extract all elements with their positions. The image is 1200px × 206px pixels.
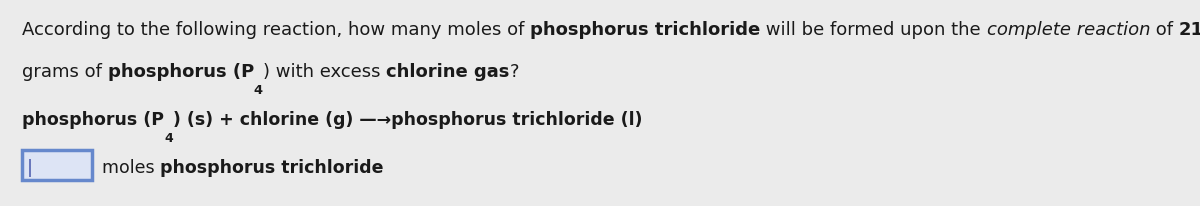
Text: According to the following reaction, how many moles of: According to the following reaction, how… xyxy=(22,21,530,39)
Text: phosphorus trichloride: phosphorus trichloride xyxy=(160,158,384,176)
Text: of: of xyxy=(1151,21,1178,39)
Text: complete reaction: complete reaction xyxy=(986,21,1151,39)
Text: phosphorus (P: phosphorus (P xyxy=(108,63,254,81)
Text: phosphorus trichloride: phosphorus trichloride xyxy=(530,21,761,39)
Text: 21.7: 21.7 xyxy=(1178,21,1200,39)
Text: ) with excess: ) with excess xyxy=(263,63,386,81)
Text: 4: 4 xyxy=(164,131,173,144)
Text: phosphorus (P: phosphorus (P xyxy=(22,110,164,128)
FancyBboxPatch shape xyxy=(22,150,92,180)
Text: 4: 4 xyxy=(254,84,263,97)
Text: ?: ? xyxy=(510,63,520,81)
Text: will be formed upon the: will be formed upon the xyxy=(761,21,986,39)
Text: |: | xyxy=(28,158,34,176)
Text: chlorine gas: chlorine gas xyxy=(386,63,510,81)
Text: ) (s) + chlorine (g) —→phosphorus trichloride (l): ) (s) + chlorine (g) —→phosphorus trichl… xyxy=(173,110,642,128)
Text: moles: moles xyxy=(102,158,160,176)
Text: grams of: grams of xyxy=(22,63,108,81)
